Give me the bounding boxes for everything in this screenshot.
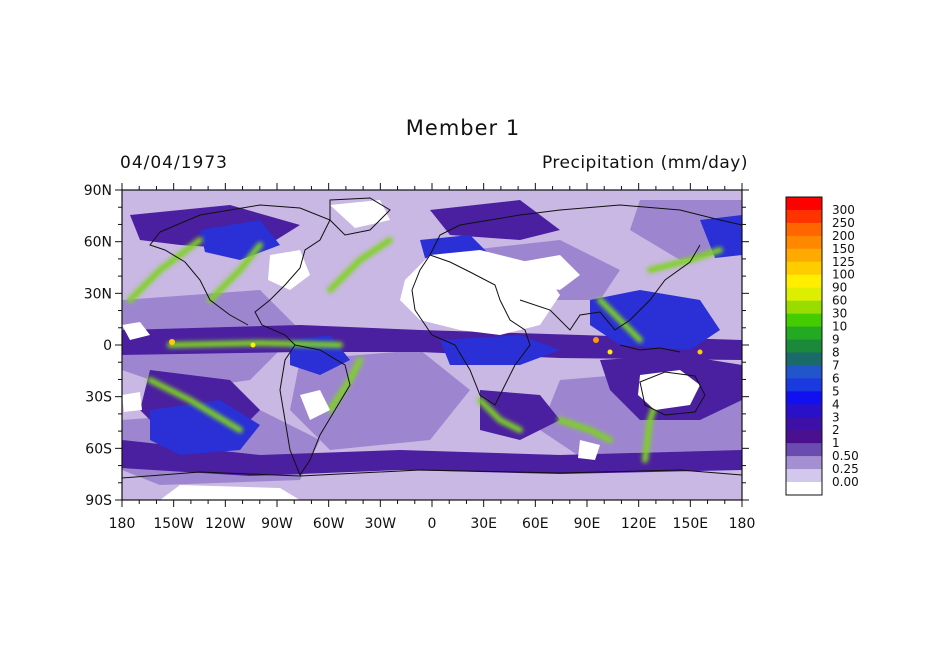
longitude-labels: 180 150W 120W 90W 60W 30W 0 30E 60E 90E 120E 150E 18… xyxy=(109,516,756,532)
legend-level-label: 10 xyxy=(832,320,847,334)
lon-tick-label: 150E xyxy=(673,516,709,532)
legend-level-label: 0.50 xyxy=(832,449,859,463)
legend-level-label: 250 xyxy=(832,216,855,230)
lon-tick-label: 120E xyxy=(621,516,657,532)
lon-tick-label: 150W xyxy=(153,516,194,532)
legend-level-label: 0.25 xyxy=(832,462,859,476)
date-label: 04/04/1973 xyxy=(120,153,228,173)
legend-swatch xyxy=(786,248,822,263)
lon-tick-label: 60W xyxy=(313,516,345,532)
legend-swatch xyxy=(786,430,822,444)
legend-swatch xyxy=(786,300,822,314)
legend-swatch xyxy=(786,209,822,224)
latitude-labels: 90N 60N 30N 0 30S 60S 90S xyxy=(84,183,112,509)
legend-level-label: 4 xyxy=(832,397,840,411)
legend-level-label: 125 xyxy=(832,255,855,269)
variable-label: Precipitation (mm/day) xyxy=(541,153,748,173)
legend-level-label: 7 xyxy=(832,358,840,372)
precip-field xyxy=(122,190,742,500)
lon-tick-label: 0 xyxy=(428,516,437,532)
legend-swatch xyxy=(786,287,822,301)
legend-swatch xyxy=(786,222,822,237)
lat-tick-label: 90S xyxy=(85,493,112,509)
legend-swatch xyxy=(786,313,822,327)
legend-level-label: 200 xyxy=(832,229,855,243)
legend-swatch xyxy=(786,326,822,340)
lat-tick-label: 0 xyxy=(103,338,112,354)
lat-tick-label: 30N xyxy=(84,286,112,302)
legend-swatch xyxy=(786,443,822,457)
legend-level-label: 5 xyxy=(832,384,840,398)
lat-tick-label: 90N xyxy=(84,183,112,199)
legend-level-label: 1 xyxy=(832,436,840,450)
legend-swatch xyxy=(786,365,822,379)
lon-tick-label: 180 xyxy=(729,516,756,532)
legend-swatch xyxy=(786,482,822,496)
legend-swatch xyxy=(786,197,822,211)
color-legend: 300250200150125100906030109876543210.500… xyxy=(785,196,859,496)
lon-tick-label: 60E xyxy=(522,516,549,532)
legend-swatch xyxy=(786,469,822,483)
legend-swatch xyxy=(786,352,822,366)
lon-tick-label: 120W xyxy=(205,516,246,532)
legend-swatch xyxy=(786,339,822,353)
legend-level-label: 9 xyxy=(832,333,840,347)
coastlines xyxy=(122,197,742,479)
legend-swatch xyxy=(786,391,822,405)
legend-level-label: 300 xyxy=(832,203,855,217)
lon-tick-label: 90W xyxy=(261,516,293,532)
legend-level-label: 90 xyxy=(832,281,847,295)
legend-frame xyxy=(785,196,823,496)
legend-level-label: 3 xyxy=(832,410,840,424)
legend-swatch xyxy=(786,456,822,470)
lon-tick-label: 30E xyxy=(470,516,497,532)
legend-swatch xyxy=(786,417,822,431)
lat-tick-label: 60S xyxy=(85,441,112,457)
legend-level-label: 2 xyxy=(832,423,840,437)
lon-tick-label: 30W xyxy=(364,516,396,532)
legend-swatch xyxy=(786,261,822,276)
legend-level-label: 100 xyxy=(832,268,855,282)
intense-bands xyxy=(127,237,723,463)
figure-title: Member 1 xyxy=(405,116,521,140)
legend-swatch xyxy=(786,274,822,288)
legend-level-label: 6 xyxy=(832,371,840,385)
tick-marks xyxy=(115,183,749,507)
legend-level-label: 30 xyxy=(832,307,847,321)
legend-swatch xyxy=(786,378,822,392)
dry-regions xyxy=(122,200,700,500)
lon-tick-label: 180 xyxy=(109,516,136,532)
lat-tick-label: 30S xyxy=(85,390,112,406)
legend-level-label: 150 xyxy=(832,242,855,256)
extreme-spots xyxy=(169,337,703,355)
legend-swatch xyxy=(786,404,822,418)
legend-level-label: 0.00 xyxy=(832,475,859,489)
legend-level-label: 60 xyxy=(832,294,847,308)
legend-level-label: 8 xyxy=(832,345,840,359)
lon-tick-label: 90E xyxy=(574,516,601,532)
lat-tick-label: 60N xyxy=(84,235,112,251)
legend-swatch xyxy=(786,235,822,250)
